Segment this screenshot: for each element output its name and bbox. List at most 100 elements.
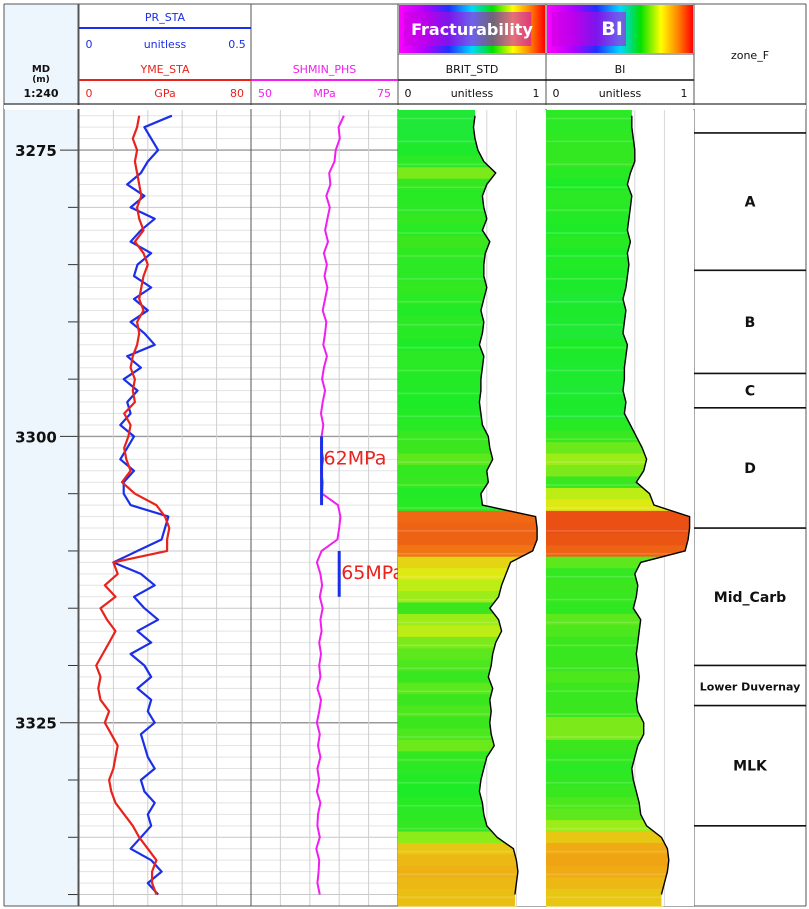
fill-stripe (546, 552, 690, 555)
fill-stripe (546, 232, 690, 234)
fill-band (398, 510, 538, 523)
fill-stripe (546, 850, 690, 853)
curve-max: 1 (533, 87, 540, 100)
fill-stripe (398, 530, 538, 532)
track-4 (546, 110, 694, 907)
depth-header-background (4, 4, 78, 104)
depth-tick-label: 3300 (15, 428, 57, 446)
yme-sta-min: 0 (86, 87, 93, 100)
zone-label: MLK (733, 759, 768, 775)
fill-stripe (398, 163, 538, 166)
fill-stripe (546, 163, 690, 166)
curve-unit: unitless (451, 87, 494, 100)
fill-stripe (398, 484, 538, 486)
depth-header-unit: (m) (32, 75, 50, 85)
curve-unit: unitless (599, 87, 642, 100)
fill-stripe (398, 667, 538, 670)
fill-band (398, 568, 538, 581)
fill-stripe (398, 598, 538, 601)
curve-title: BI (615, 63, 626, 76)
fill-stripe (546, 827, 690, 830)
track-5-zones: A B C D Mid_Carb Lower Duvernay MLK (694, 132, 806, 827)
depth-tick-label: 3325 (15, 715, 57, 733)
track-2: 62MPa 65MPa (315, 115, 404, 895)
fill-stripe (398, 690, 538, 692)
track-1 (95, 114, 173, 896)
title-highlight (552, 12, 626, 46)
fill-stripe (546, 759, 690, 761)
shmin-title: SHMIN_PHS (293, 63, 357, 76)
yme-sta-title: YME_STA (139, 63, 190, 76)
fill-stripe (546, 782, 690, 784)
curve-bi (622, 115, 691, 895)
fill-band (546, 888, 690, 906)
fill-stripe (398, 117, 538, 120)
fill-stripe (398, 415, 538, 418)
pr-sta-title: PR_STA (145, 11, 186, 24)
fill-stripe (546, 117, 690, 120)
fill-stripe (546, 140, 690, 143)
fill-stripe (398, 873, 538, 876)
pr-sta-unit: unitless (144, 38, 187, 51)
fill-stripe (398, 759, 538, 761)
fill-stripe (546, 736, 690, 738)
depth-column-background (4, 110, 78, 906)
fill-stripe (398, 300, 538, 303)
fill-stripe (546, 507, 690, 509)
fill-stripe (546, 621, 690, 624)
depth-header-scale: 1:240 (23, 87, 58, 100)
shmin-unit: MPa (313, 87, 335, 100)
fill-stripe (398, 736, 538, 738)
fill-stripe (398, 255, 538, 257)
fill-stripe (546, 530, 690, 532)
curve-min: 0 (553, 87, 560, 100)
fill-mask (623, 110, 694, 906)
fill-stripe (546, 255, 690, 257)
fill-band (546, 843, 690, 856)
fill-band (398, 522, 538, 535)
fill-stripe (546, 323, 690, 326)
fill-stripe (398, 507, 538, 509)
pr-sta-max: 0.5 (228, 38, 246, 51)
curve-shmin (315, 115, 345, 895)
fill-stripe (546, 804, 690, 807)
fill-stripe (546, 667, 690, 670)
zone-label: C (745, 384, 755, 400)
fill-stripe (398, 278, 538, 280)
fill-band (398, 533, 538, 546)
fill-stripe (398, 186, 538, 189)
curve-title: BRIT_STD (446, 63, 499, 76)
fill-band (398, 843, 538, 856)
fill-stripe (398, 850, 538, 853)
fill-stripe (546, 484, 690, 486)
fill-stripe (398, 369, 538, 372)
fill-stripe (546, 278, 690, 280)
fill-stripe (398, 323, 538, 326)
curve-yme_sta (95, 115, 171, 895)
fill-band (546, 533, 690, 546)
stress-annotation: 65MPa (341, 562, 404, 584)
fill-band (546, 877, 690, 890)
curve-brit_std (472, 115, 538, 895)
fill-stripe (546, 690, 690, 692)
shmin-min: 50 (258, 87, 272, 100)
fill-band (398, 854, 538, 867)
fill-stripe (398, 827, 538, 830)
fill-stripe (398, 896, 538, 899)
fill-stripe (546, 713, 690, 715)
zone-track-title: zone_F (731, 49, 769, 62)
fill-stripe (398, 713, 538, 715)
fill-stripe (398, 782, 538, 784)
fill-mask (473, 110, 546, 906)
tracks: 62MPa 65MPa A B C D Mid_Carb Lower Duvernay MLK (95, 110, 806, 907)
fill-stripe (546, 415, 690, 418)
fill-stripe (546, 209, 690, 211)
fill-stripe (398, 644, 538, 647)
curve-min: 0 (405, 87, 412, 100)
zone-label: A (745, 195, 756, 211)
fill-stripe (398, 209, 538, 211)
fill-stripe (546, 438, 690, 441)
zone-label: Lower Duvernay (700, 681, 801, 694)
fill-band (546, 545, 690, 558)
fill-stripe (546, 896, 690, 899)
